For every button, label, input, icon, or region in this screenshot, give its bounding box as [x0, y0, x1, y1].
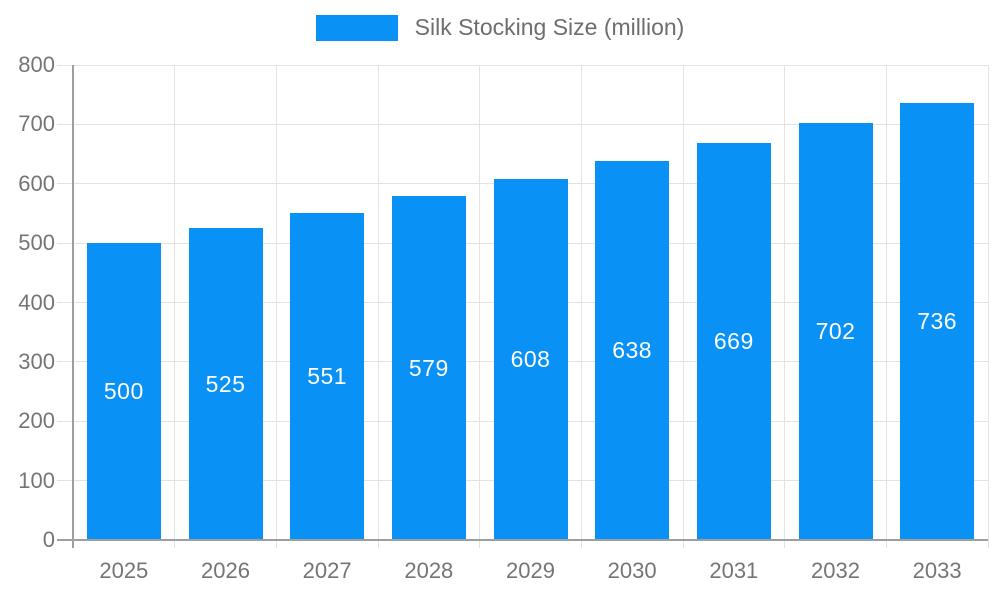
x-axis-tick-label: 2031: [709, 558, 759, 583]
bar-2025[interactable]: 500: [86, 243, 161, 540]
y-axis-tick-label: 400: [18, 289, 55, 315]
gridline-vertical: [682, 65, 684, 548]
bar-2030[interactable]: 638: [595, 161, 670, 540]
y-axis-tick-label: 0: [42, 527, 55, 552]
gridline-vertical: [479, 65, 481, 548]
y-axis-tick-label: 100: [18, 467, 55, 493]
bar-value-label: 736: [917, 308, 958, 334]
x-axis-tick-label: 2033: [912, 558, 962, 583]
x-axis-tick-label: 2028: [404, 558, 454, 583]
gridline-vertical: [885, 65, 887, 548]
bar-2031[interactable]: 669: [696, 142, 771, 540]
plot-area: 500 525 551 579 608 638 669 702 736: [57, 64, 989, 548]
x-axis-tick-label: 2026: [201, 558, 250, 583]
legend-swatch: [315, 14, 398, 41]
bar-2027[interactable]: 551: [290, 212, 365, 540]
x-axis-tick-label: 2025: [99, 558, 149, 583]
bar-value-label: 525: [205, 370, 246, 397]
bar-value-label: 669: [713, 327, 754, 354]
bar-2032[interactable]: 702: [798, 123, 873, 540]
gridline-vertical: [174, 65, 176, 548]
gridline-vertical: [72, 65, 74, 548]
gridline-horizontal: [57, 64, 988, 66]
x-axis-tick-label: 2027: [302, 558, 352, 583]
y-axis-tick-label: 600: [18, 170, 55, 196]
bar-value-label: 702: [815, 318, 856, 345]
legend-label: Silk Stocking Size (million): [414, 14, 685, 40]
y-axis-line: [72, 65, 74, 548]
bar-2033[interactable]: 736: [900, 103, 975, 540]
y-axis-tick-label: 200: [18, 408, 55, 434]
bar-value-label: 551: [307, 362, 348, 389]
gridline-vertical: [275, 65, 277, 548]
chart-legend[interactable]: Silk Stocking Size (million): [0, 14, 1000, 41]
x-axis-tick-label: 2029: [506, 558, 555, 583]
gridline-vertical: [580, 65, 582, 548]
bar-value-label: 608: [510, 346, 551, 372]
gridline-vertical: [987, 65, 989, 548]
gridline-vertical: [377, 65, 379, 548]
bar-2026[interactable]: 525: [188, 228, 263, 540]
bar-value-label: 638: [612, 337, 653, 364]
y-axis-tick-label: 500: [18, 230, 55, 256]
bar-2028[interactable]: 579: [391, 196, 466, 540]
y-axis-tick-label: 300: [18, 348, 55, 374]
y-axis-tick-label: 800: [18, 52, 55, 77]
bar-2029[interactable]: 608: [493, 179, 568, 540]
bar-value-label: 579: [408, 354, 449, 381]
bar-value-label: 500: [103, 378, 144, 405]
x-axis-tick-label: 2032: [811, 558, 860, 583]
gridline-vertical: [784, 65, 786, 548]
x-axis-tick-label: 2030: [607, 558, 657, 583]
y-axis-tick-label: 700: [18, 111, 55, 137]
